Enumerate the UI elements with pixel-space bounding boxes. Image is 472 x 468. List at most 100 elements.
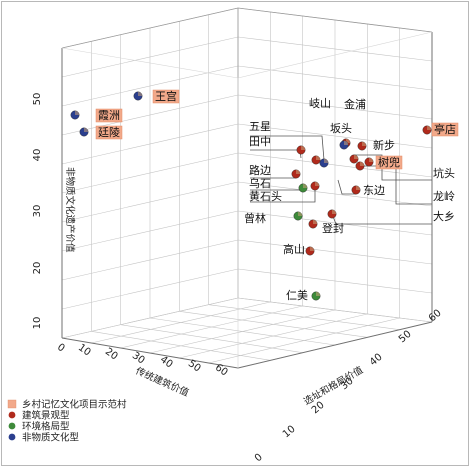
svg-text:亭店: 亭店 <box>434 122 456 136</box>
svg-text:建筑景观型: 建筑景观型 <box>22 410 70 422</box>
point-label: 树兜 <box>375 155 403 170</box>
point-label: 大乡 <box>433 209 455 223</box>
data-point <box>79 127 89 137</box>
legend-item: 非物质文化型 <box>8 432 80 444</box>
data-point <box>355 161 365 171</box>
point-label: 东边 <box>363 184 385 197</box>
y-axis-title: 选址和格局价值 <box>302 364 366 408</box>
point-label: 路边 <box>249 164 271 177</box>
point-label: 高山 <box>283 242 305 256</box>
leader-line <box>250 149 302 159</box>
data-point <box>319 158 329 168</box>
leader-line <box>331 213 432 225</box>
data-point <box>70 110 80 120</box>
svg-text:廷陵: 廷陵 <box>98 126 120 139</box>
svg-text:霞洲: 霞洲 <box>98 109 120 122</box>
svg-text:高山: 高山 <box>283 242 305 256</box>
svg-text:路边: 路边 <box>249 164 271 177</box>
data-point <box>296 145 306 155</box>
y-tick-label: 40 <box>368 352 385 369</box>
svg-text:登封: 登封 <box>322 221 344 235</box>
svg-text:曾林: 曾林 <box>244 211 266 225</box>
legend-item: 乡村记忆文化项目示范村 <box>7 399 127 411</box>
data-point <box>311 155 321 165</box>
data-point <box>310 181 320 191</box>
point-label: 坑头 <box>433 166 455 180</box>
data-point <box>339 140 349 150</box>
svg-text:乡村记忆文化项目示范村: 乡村记忆文化项目示范村 <box>22 399 127 411</box>
data-point <box>311 291 321 301</box>
y-tick-label: 10 <box>281 424 298 441</box>
x-tick-label: 50 <box>186 358 203 374</box>
svg-text:仁美: 仁美 <box>286 289 308 302</box>
svg-text:金浦: 金浦 <box>344 97 366 111</box>
chart-box <box>61 7 433 369</box>
point-label: 黄石头 <box>249 189 282 203</box>
legend-item: 建筑景观型 <box>8 410 70 422</box>
x-axis-title: 传统建筑价值 <box>134 365 191 399</box>
point-label: 王宫 <box>152 89 180 104</box>
data-point <box>364 157 374 167</box>
z-tick-label: 20 <box>32 262 43 275</box>
z-tick-label: 40 <box>32 149 43 162</box>
data-point <box>351 185 361 195</box>
z-tick-label: 10 <box>32 317 43 330</box>
data-point <box>327 209 337 219</box>
leader-line <box>250 190 316 203</box>
point-label: 新步 <box>373 138 395 152</box>
data-point <box>133 91 143 101</box>
data-point <box>305 246 315 256</box>
point-label: 霞洲 <box>95 108 123 123</box>
x-tick-label: 30 <box>130 350 147 366</box>
point-label: 金浦 <box>344 97 366 111</box>
data-point <box>308 219 318 229</box>
label-leader-lines <box>250 135 432 225</box>
svg-text:坂头: 坂头 <box>330 122 352 135</box>
svg-text:非物质文化型: 非物质文化型 <box>22 432 80 444</box>
svg-text:王宫: 王宫 <box>155 89 177 103</box>
svg-text:岐山: 岐山 <box>309 97 331 110</box>
svg-text:乌石: 乌石 <box>249 176 271 190</box>
z-tick-label: 50 <box>32 93 43 106</box>
data-points <box>70 91 432 301</box>
svg-text:大乡: 大乡 <box>433 209 455 223</box>
point-label: 登封 <box>322 221 344 235</box>
svg-text:环境格局型: 环境格局型 <box>22 421 70 433</box>
svg-text:新步: 新步 <box>373 138 395 152</box>
svg-text:树兜: 树兜 <box>378 155 400 169</box>
point-label: 田中 <box>249 135 271 148</box>
data-point <box>293 211 303 221</box>
point-label: 坂头 <box>330 122 352 135</box>
point-label: 岐山 <box>309 97 331 110</box>
x-tick-label: 20 <box>103 346 120 362</box>
svg-text:坑头: 坑头 <box>433 166 455 180</box>
data-point <box>422 125 432 135</box>
svg-text:田中: 田中 <box>249 135 271 148</box>
y-tick-label: 0 <box>253 452 265 465</box>
point-label: 五星 <box>249 120 271 133</box>
svg-text:龙岭: 龙岭 <box>433 189 455 203</box>
leader-line <box>250 135 325 161</box>
point-label: 亭店 <box>431 122 459 137</box>
data-point <box>298 183 308 193</box>
data-point <box>291 169 301 179</box>
svg-text:东边: 东边 <box>363 184 385 197</box>
point-label: 廷陵 <box>95 125 123 140</box>
z-axis-title: 非物质文化遗产价值 <box>64 167 76 253</box>
point-label: 曾林 <box>244 211 266 225</box>
y-tick-label: 50 <box>397 329 414 346</box>
leader-line <box>337 179 356 195</box>
point-label: 仁美 <box>286 289 308 302</box>
svg-text:黄石头: 黄石头 <box>249 189 282 203</box>
legend-item: 环境格局型 <box>8 421 70 433</box>
point-label: 乌石 <box>249 176 271 190</box>
data-point <box>349 154 359 164</box>
svg-text:五星: 五星 <box>249 120 271 133</box>
x-tick-label: 10 <box>76 342 93 358</box>
data-point <box>357 141 367 151</box>
point-label: 龙岭 <box>433 189 455 203</box>
